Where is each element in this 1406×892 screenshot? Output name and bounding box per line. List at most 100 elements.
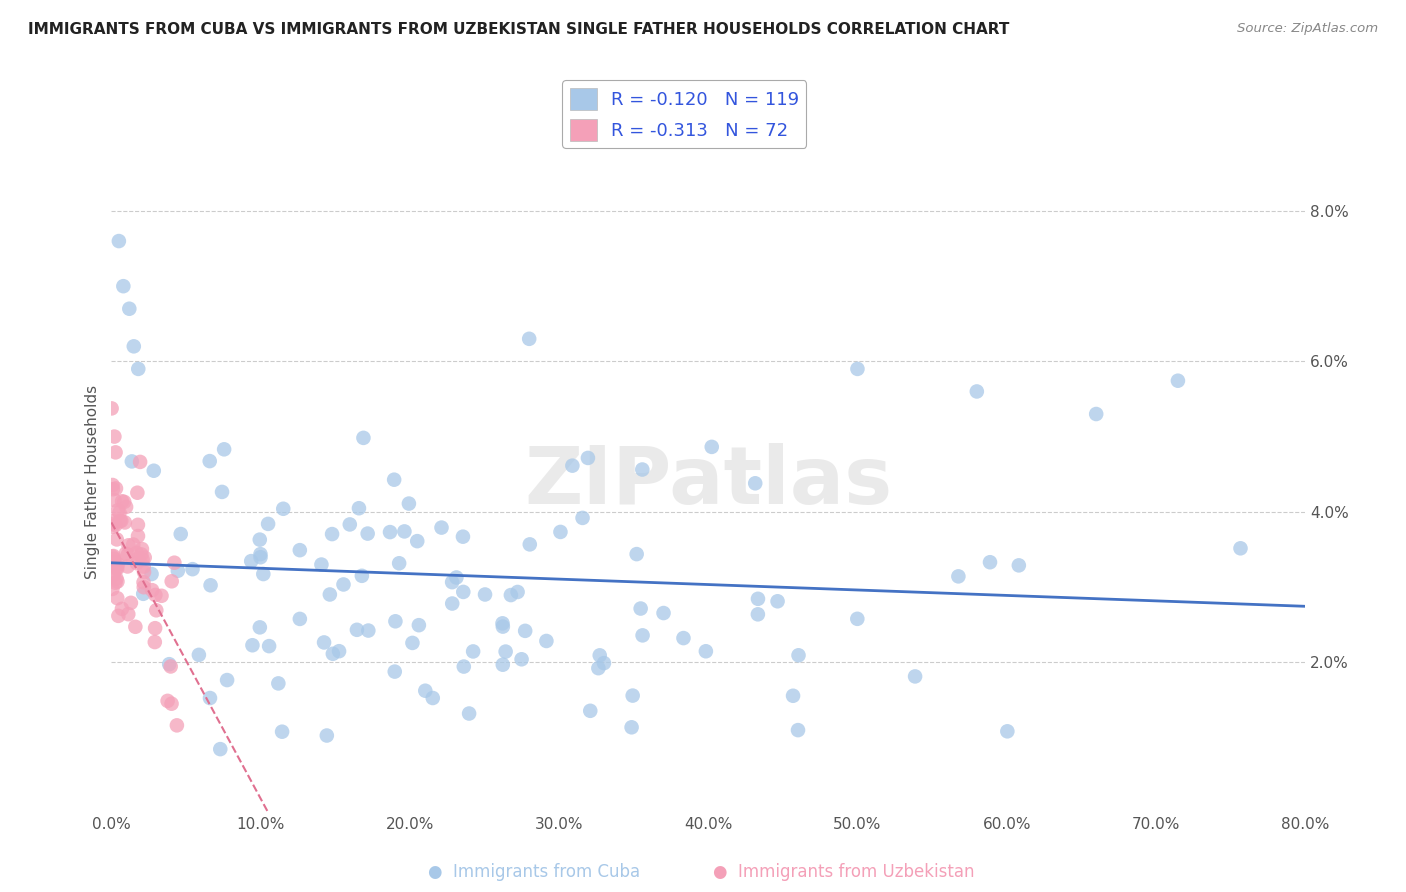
Point bbox=[115, 500, 138, 514]
Point bbox=[187, 648, 209, 662]
Point bbox=[127, 529, 149, 543]
Point bbox=[132, 580, 155, 594]
Point bbox=[350, 569, 373, 583]
Point bbox=[101, 478, 124, 492]
Point bbox=[105, 591, 128, 606]
Point bbox=[166, 564, 188, 578]
Point bbox=[108, 514, 131, 528]
Point bbox=[112, 495, 135, 509]
Point bbox=[157, 657, 180, 672]
Point bbox=[129, 455, 152, 469]
Point bbox=[112, 279, 135, 293]
Point bbox=[181, 562, 204, 576]
Point bbox=[766, 594, 789, 608]
Point bbox=[212, 442, 235, 457]
Point bbox=[107, 608, 129, 623]
Point bbox=[198, 454, 221, 468]
Point bbox=[104, 445, 127, 459]
Y-axis label: Single Father Households: Single Father Households bbox=[86, 384, 100, 579]
Point bbox=[117, 548, 139, 562]
Point bbox=[388, 556, 411, 570]
Point bbox=[319, 587, 342, 601]
Point bbox=[145, 588, 167, 602]
Point bbox=[453, 585, 475, 599]
Point bbox=[257, 516, 280, 531]
Point bbox=[966, 384, 988, 399]
Point bbox=[101, 582, 124, 596]
Point bbox=[904, 669, 927, 683]
Point bbox=[107, 574, 129, 589]
Point bbox=[356, 526, 378, 541]
Point bbox=[271, 724, 294, 739]
Point bbox=[441, 597, 464, 611]
Point bbox=[408, 618, 430, 632]
Point bbox=[384, 615, 406, 629]
Point bbox=[1085, 407, 1108, 421]
Point bbox=[103, 552, 125, 566]
Point bbox=[517, 332, 540, 346]
Point bbox=[127, 362, 149, 376]
Point bbox=[451, 530, 474, 544]
Point bbox=[103, 567, 125, 582]
Point bbox=[695, 644, 717, 658]
Point bbox=[156, 694, 179, 708]
Point bbox=[110, 514, 132, 528]
Point bbox=[382, 473, 405, 487]
Point bbox=[458, 706, 481, 721]
Point bbox=[515, 624, 537, 638]
Point bbox=[131, 542, 153, 557]
Text: ZIPatlas: ZIPatlas bbox=[524, 442, 893, 521]
Point bbox=[378, 525, 401, 540]
Point bbox=[249, 533, 271, 547]
Point bbox=[122, 339, 145, 353]
Point bbox=[249, 547, 271, 561]
Point bbox=[311, 558, 333, 572]
Point bbox=[132, 559, 155, 574]
Point bbox=[401, 636, 423, 650]
Point bbox=[198, 691, 221, 706]
Point bbox=[630, 601, 652, 615]
Point bbox=[672, 631, 695, 645]
Point bbox=[111, 494, 134, 508]
Point bbox=[163, 556, 186, 570]
Point bbox=[101, 520, 124, 534]
Point bbox=[747, 591, 769, 606]
Point bbox=[242, 638, 264, 652]
Point bbox=[101, 549, 124, 564]
Point bbox=[142, 464, 165, 478]
Point bbox=[406, 534, 429, 549]
Point bbox=[288, 612, 311, 626]
Point bbox=[166, 718, 188, 732]
Point bbox=[127, 517, 149, 532]
Point bbox=[159, 659, 181, 673]
Point bbox=[125, 556, 148, 570]
Point bbox=[787, 723, 810, 738]
Point bbox=[394, 524, 416, 539]
Point bbox=[321, 527, 343, 541]
Point bbox=[422, 691, 444, 706]
Point bbox=[357, 624, 380, 638]
Point bbox=[105, 572, 128, 586]
Point bbox=[117, 559, 139, 574]
Legend: R = -0.120   N = 119, R = -0.313   N = 72: R = -0.120 N = 119, R = -0.313 N = 72 bbox=[562, 80, 807, 148]
Point bbox=[979, 555, 1001, 569]
Point bbox=[430, 520, 453, 534]
Point bbox=[131, 548, 153, 562]
Point bbox=[1229, 541, 1251, 556]
Point bbox=[105, 562, 128, 576]
Point bbox=[103, 556, 125, 570]
Point bbox=[620, 720, 643, 734]
Point bbox=[446, 570, 468, 584]
Point bbox=[492, 619, 515, 633]
Point bbox=[101, 482, 124, 496]
Point bbox=[787, 648, 810, 663]
Point bbox=[117, 538, 139, 552]
Point bbox=[474, 587, 496, 601]
Point bbox=[160, 697, 183, 711]
Point bbox=[322, 647, 344, 661]
Point bbox=[588, 661, 610, 675]
Point bbox=[347, 501, 370, 516]
Point bbox=[150, 589, 173, 603]
Point bbox=[846, 612, 869, 626]
Point bbox=[132, 587, 155, 601]
